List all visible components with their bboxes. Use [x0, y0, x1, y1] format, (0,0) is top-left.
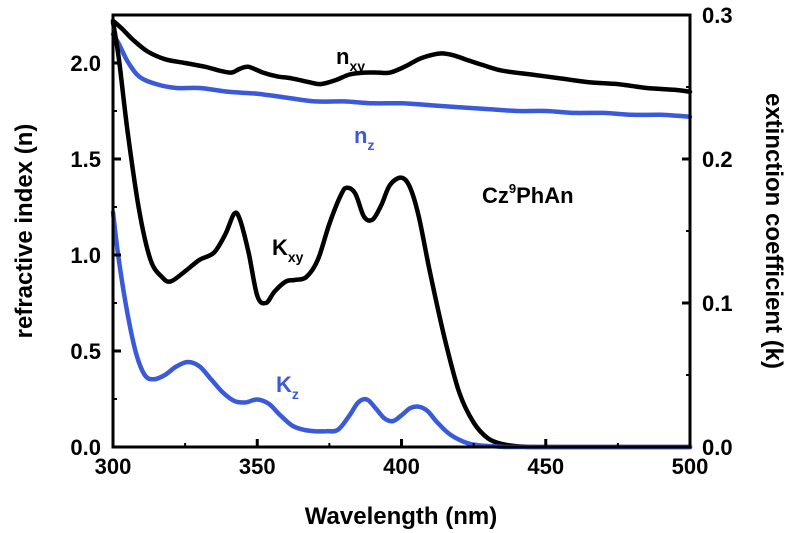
- annotation-n-xy: nxy: [336, 44, 365, 74]
- annotation-n-xy-sub: xy: [349, 58, 365, 74]
- compound-label-rest: PhAn: [516, 183, 573, 208]
- compound-label: Cz9PhAn: [482, 181, 574, 208]
- compound-label-main: Cz: [482, 183, 509, 208]
- x-tick-label: 400: [383, 454, 420, 479]
- annotation-n-xy-main: n: [336, 44, 349, 69]
- y-right-tick-label: 0.2: [702, 147, 733, 172]
- plot-frame: [111, 13, 692, 449]
- compound-label-sup: 9: [509, 181, 516, 196]
- series-layer: [110, 18, 693, 450]
- series-line-n-xy: [110, 18, 693, 95]
- y-right-tick-label: 0.0: [702, 435, 733, 460]
- x-tick-label: 450: [527, 454, 564, 479]
- y-left-tick-label: 0.0: [70, 435, 101, 460]
- series-line-k-z: [110, 210, 693, 450]
- x-tick-label: 500: [672, 454, 709, 479]
- x-axis-title: Wavelength (nm): [305, 503, 497, 530]
- annotation-k-z-sub: z: [292, 386, 299, 402]
- x-tick-label: 300: [95, 454, 132, 479]
- y-axis-left-title: refractive index (n): [11, 124, 38, 339]
- y-right-tick-label: 0.3: [702, 3, 733, 28]
- series-line-n-z: [110, 31, 693, 120]
- annotation-n-z: nz: [354, 123, 374, 153]
- annotation-n-z-main: n: [354, 123, 367, 148]
- y-left-tick-label: 2.0: [70, 51, 101, 76]
- y-left-tick-label: 0.5: [70, 339, 101, 364]
- annotation-k-xy: Kxy: [272, 235, 304, 265]
- annotation-n-z-sub: z: [367, 137, 374, 153]
- y-left-tick-label: 1.5: [70, 147, 101, 172]
- y-left-tick-label: 1.0: [70, 243, 101, 268]
- y-axis-right-title: extinction coefficient (k): [760, 93, 787, 369]
- annotation-k-z: Kz: [276, 372, 299, 402]
- y-right-tick-label: 0.1: [702, 291, 733, 316]
- x-tick-label: 350: [239, 454, 276, 479]
- annotation-k-xy-sub: xy: [288, 249, 304, 265]
- ticks-layer: 300 350 400 450 5000.00.51.01.52.00.00.10.20…: [70, 3, 732, 479]
- annotation-k-z-main: K: [276, 372, 292, 397]
- annotation-k-xy-main: K: [272, 235, 288, 260]
